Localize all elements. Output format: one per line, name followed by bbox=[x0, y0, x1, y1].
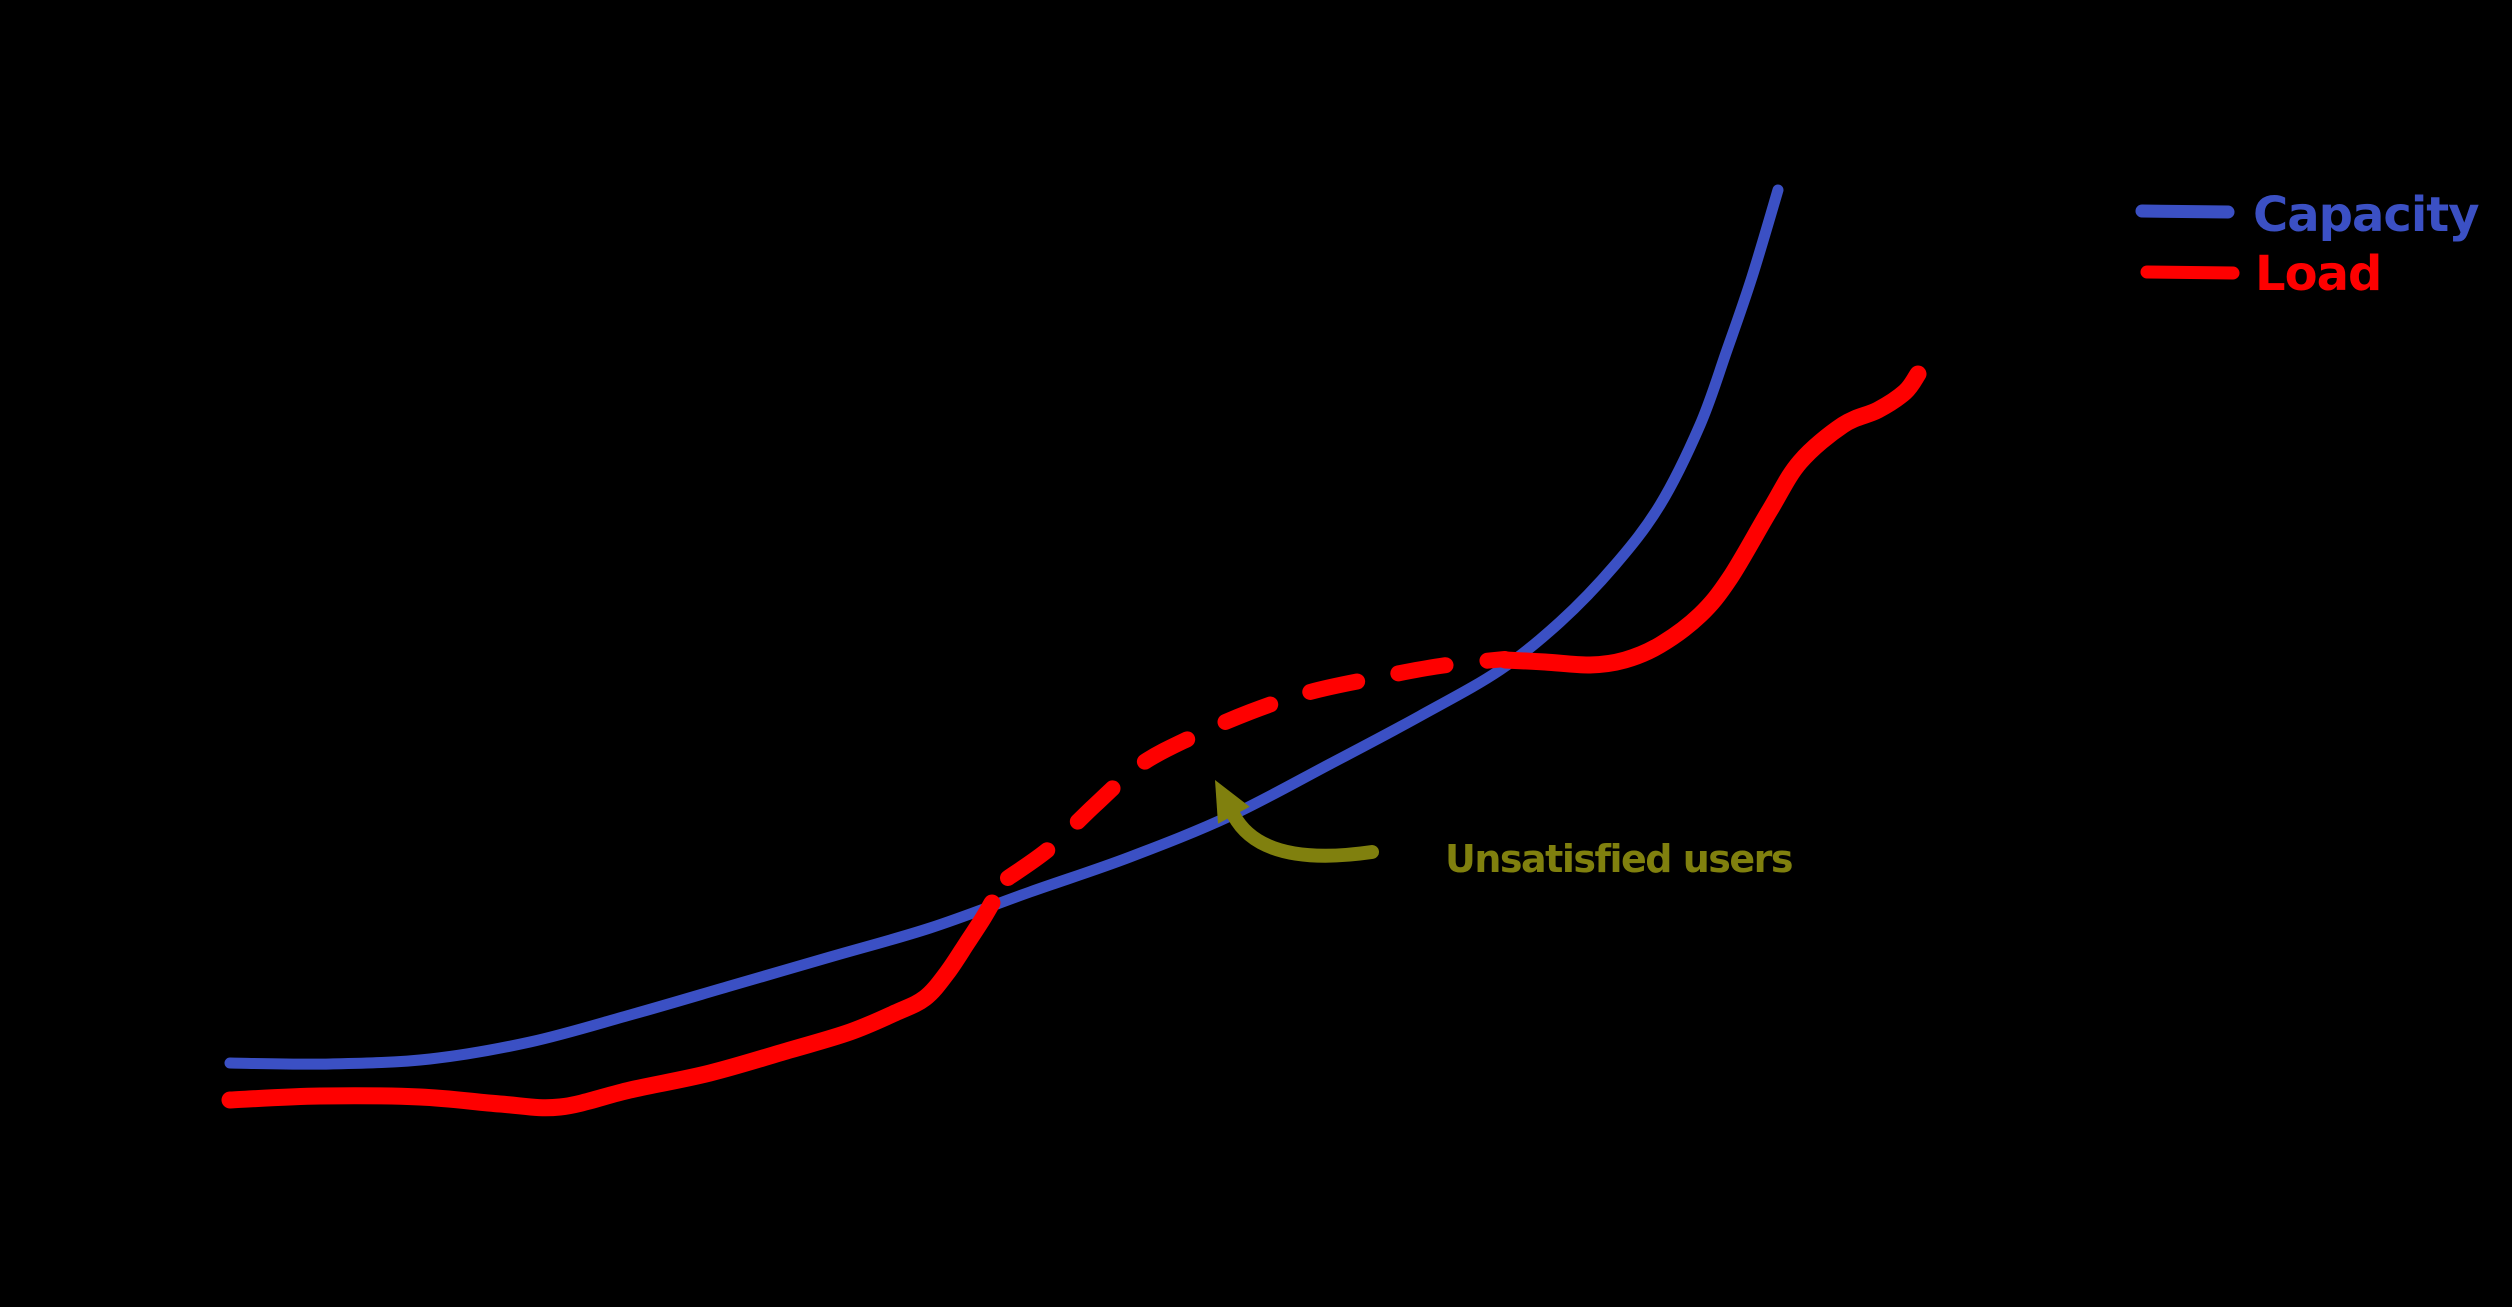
annotation-group: Unsatisfied users bbox=[1215, 780, 1794, 881]
legend-label-capacity: Capacity bbox=[2253, 187, 2479, 243]
series-layer bbox=[221, 184, 1927, 1117]
capacity-line bbox=[224, 184, 1784, 1070]
load-line-solid-post-overload bbox=[1496, 365, 1927, 674]
annotation-arrow bbox=[1226, 808, 1379, 863]
legend-label-load: Load bbox=[2255, 246, 2381, 302]
load-line-dashed-unserved bbox=[1000, 651, 1513, 886]
legend-swatch-load bbox=[2140, 265, 2240, 280]
annotation-text: Unsatisfied users bbox=[1445, 837, 1792, 881]
legend-swatch-capacity bbox=[2135, 204, 2235, 219]
annotation-arrowhead-icon bbox=[1215, 780, 1250, 824]
load-line-solid-pre-overload bbox=[221, 894, 1001, 1117]
legend: Capacity Load bbox=[2135, 187, 2480, 302]
